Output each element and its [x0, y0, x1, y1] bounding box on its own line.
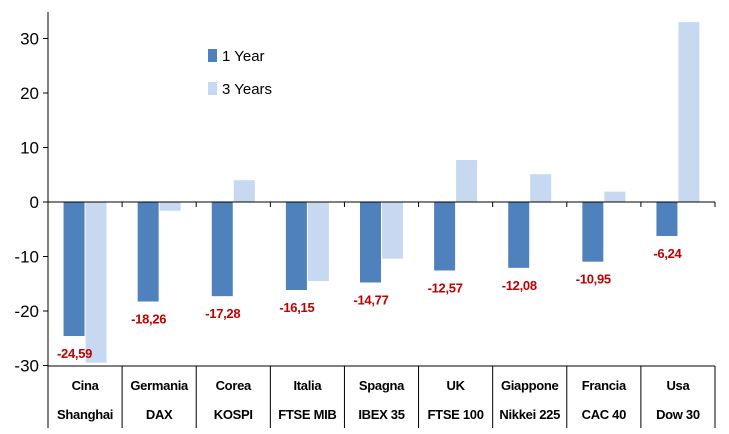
data-label-1y: -18,26 [131, 312, 166, 327]
bar-1y-7 [582, 202, 604, 262]
category-label: Spagna [359, 378, 405, 393]
bar-3y-7 [604, 191, 626, 202]
category-label: FTSE MIB [278, 407, 336, 422]
data-label-1y: -12,08 [502, 278, 537, 293]
category-label: KOSPI [214, 407, 253, 422]
category-label: IBEX 35 [358, 407, 404, 422]
bar-3y-8 [678, 22, 700, 203]
category-label: DAX [146, 407, 173, 422]
labels-group: Cina Shanghai Germania DAX Corea KOSPI Italia F… [57, 246, 700, 422]
data-label-1y: -6,24 [653, 246, 682, 261]
category-label: Corea [216, 378, 252, 393]
category-label: Nikkei 225 [499, 407, 560, 422]
legend: 1 Year 3 Years [208, 48, 272, 98]
data-label-1y: -17,28 [205, 306, 240, 321]
y-tick-label: 10 [20, 139, 39, 158]
legend-swatch [208, 82, 217, 95]
y-tick-label: 20 [20, 84, 39, 103]
bar-3y-3 [307, 202, 329, 282]
y-tick-label: -20 [14, 302, 39, 321]
legend-swatch [208, 49, 217, 62]
y-tick-label: -30 [14, 357, 39, 376]
bar-1y-6 [508, 202, 530, 268]
category-label: Dow 30 [656, 407, 700, 422]
legend-label: 1 Year [222, 48, 265, 65]
category-label: Francia [582, 378, 627, 393]
category-label: Cina [72, 378, 100, 393]
category-label: Usa [666, 378, 690, 393]
category-label: Germania [130, 378, 189, 393]
bar-1y-0 [63, 202, 85, 337]
bar-1y-5 [434, 202, 456, 271]
bar-3y-0 [85, 202, 107, 363]
bar-3y-6 [530, 174, 552, 202]
bar-1y-3 [285, 202, 307, 291]
bars-group [63, 22, 700, 363]
category-label: FTSE 100 [428, 407, 484, 422]
data-label-1y: -16,15 [279, 300, 314, 315]
category-label: CAC 40 [582, 407, 627, 422]
category-label: Shanghai [57, 407, 113, 422]
bar-3y-4 [382, 202, 403, 259]
data-label-1y: -10,95 [576, 272, 611, 287]
legend-label: 3 Years [222, 81, 272, 98]
y-tick-label: 30 [20, 30, 39, 49]
data-label-1y: -12,57 [428, 281, 463, 296]
bar-3y-2 [233, 180, 255, 202]
bar-1y-1 [137, 202, 159, 302]
category-label: UK [447, 378, 466, 393]
axes-group: 30 20 10 0 -10 -20 -30 [14, 12, 716, 428]
data-label-1y: -24,59 [57, 346, 92, 361]
bar-1y-4 [360, 202, 381, 283]
y-tick-label: 0 [30, 193, 39, 212]
data-label-1y: -14,77 [353, 292, 388, 307]
bar-1y-2 [211, 202, 233, 297]
y-tick-label: -10 [14, 248, 39, 267]
category-label: Italia [293, 378, 322, 393]
bar-3y-1 [159, 202, 181, 211]
bar-1y-8 [656, 202, 678, 237]
category-label: Giappone [501, 378, 559, 393]
bar-3y-5 [456, 160, 478, 202]
